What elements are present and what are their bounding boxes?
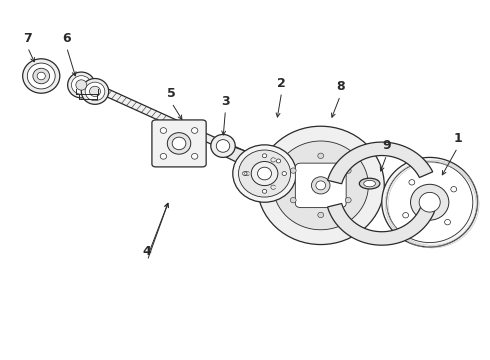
Ellipse shape [243,172,247,176]
Ellipse shape [273,141,368,230]
Ellipse shape [216,140,230,152]
Ellipse shape [172,137,186,150]
Ellipse shape [239,150,291,197]
Ellipse shape [345,168,351,173]
Ellipse shape [419,192,440,212]
Ellipse shape [318,153,324,158]
Ellipse shape [409,180,415,185]
Ellipse shape [233,145,296,202]
Ellipse shape [290,168,296,173]
Ellipse shape [258,167,271,180]
Text: 6: 6 [62,32,71,45]
Ellipse shape [382,157,478,247]
FancyBboxPatch shape [152,120,206,167]
Polygon shape [218,144,261,169]
Ellipse shape [451,186,457,192]
Ellipse shape [76,80,87,90]
Ellipse shape [192,153,198,159]
Text: 5: 5 [167,87,176,100]
Ellipse shape [37,72,46,80]
Text: 4: 4 [143,245,151,258]
Ellipse shape [90,86,100,96]
Text: 2: 2 [277,77,286,90]
Ellipse shape [72,76,91,94]
Text: 3: 3 [221,95,230,108]
Ellipse shape [160,128,167,134]
Ellipse shape [312,177,330,194]
Ellipse shape [345,198,351,203]
Text: 8: 8 [336,80,344,93]
Ellipse shape [167,133,191,154]
Text: 7: 7 [23,32,32,45]
Ellipse shape [251,162,278,186]
Ellipse shape [27,63,55,89]
Ellipse shape [316,181,326,190]
FancyBboxPatch shape [295,163,346,208]
Ellipse shape [23,59,60,93]
Ellipse shape [68,72,95,98]
Ellipse shape [444,220,450,225]
Ellipse shape [318,212,324,218]
Ellipse shape [282,172,287,176]
Polygon shape [272,168,304,184]
Text: 9: 9 [382,139,391,152]
Polygon shape [327,142,433,184]
Ellipse shape [85,82,105,101]
Ellipse shape [192,128,198,134]
Ellipse shape [160,153,167,159]
Ellipse shape [257,126,384,244]
Ellipse shape [290,198,296,203]
Ellipse shape [81,78,109,104]
Text: 1: 1 [453,132,462,145]
Ellipse shape [262,154,267,158]
Ellipse shape [364,180,375,187]
Ellipse shape [33,68,49,84]
Polygon shape [103,89,274,171]
Ellipse shape [411,184,449,220]
Ellipse shape [359,178,380,189]
Ellipse shape [211,134,235,157]
Ellipse shape [403,212,409,218]
Polygon shape [327,203,435,245]
Ellipse shape [262,189,267,193]
Ellipse shape [276,159,281,163]
Ellipse shape [387,162,473,243]
